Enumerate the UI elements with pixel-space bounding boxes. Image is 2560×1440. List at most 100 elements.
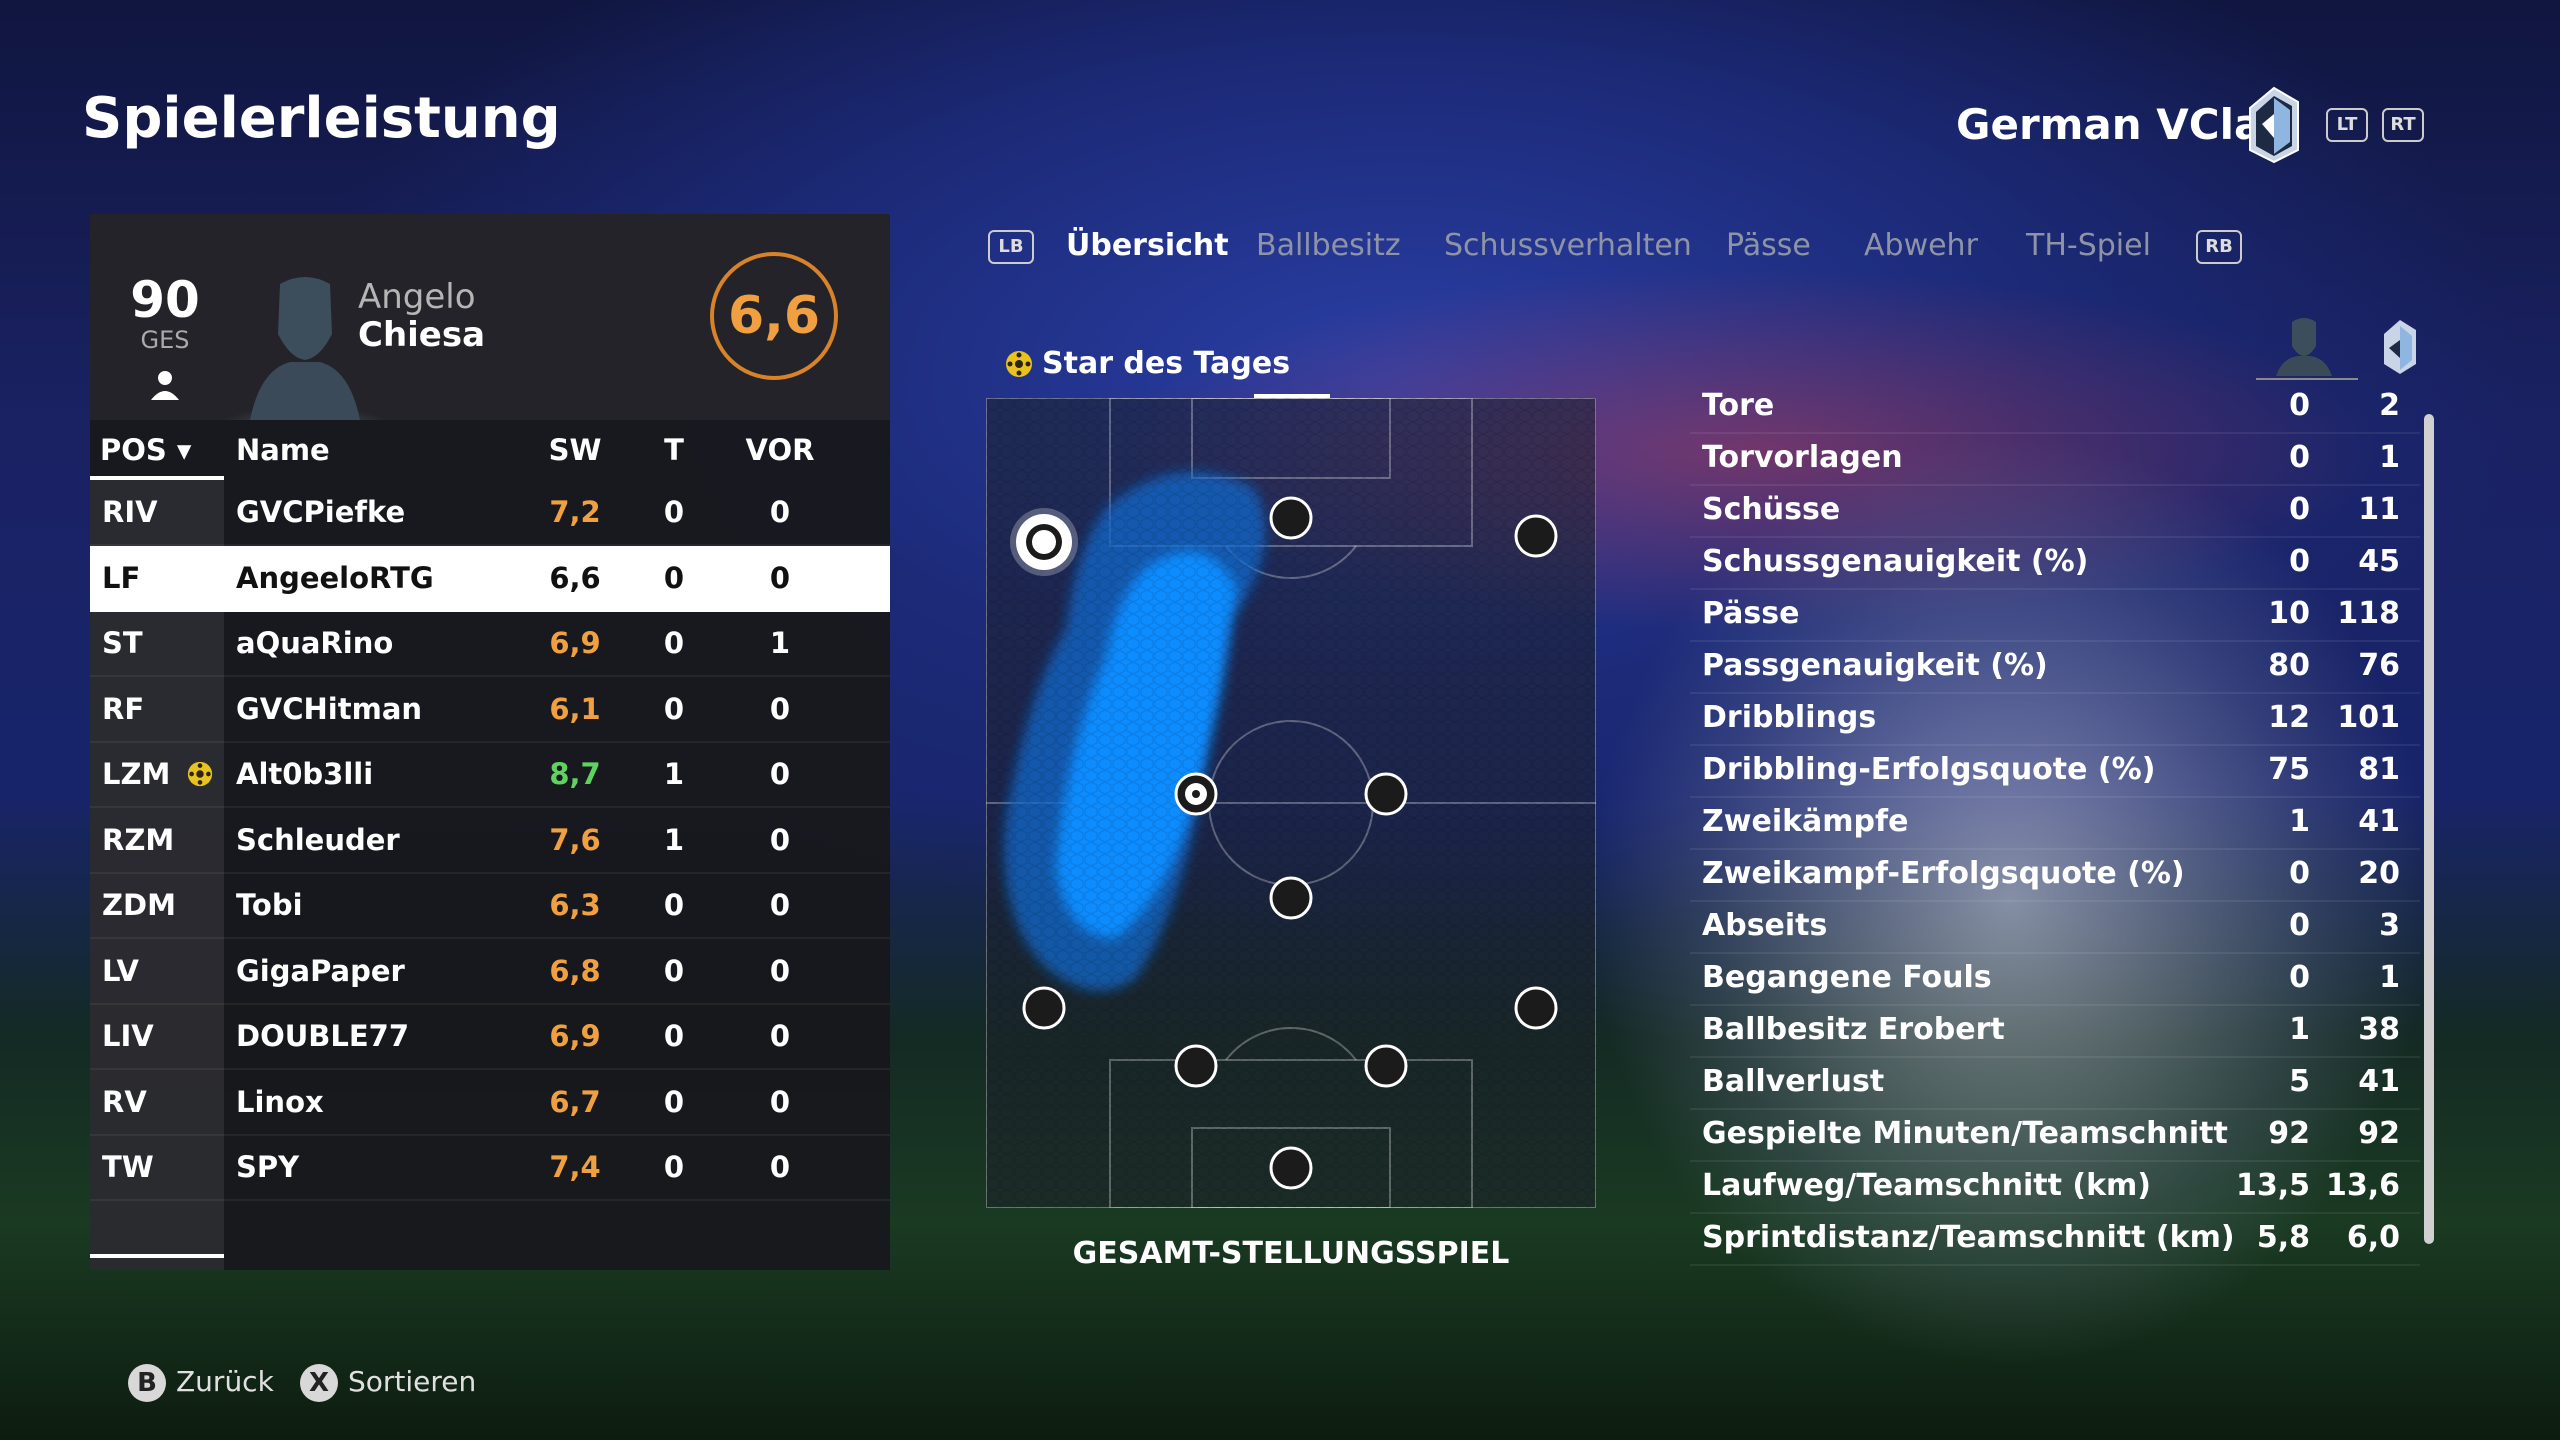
stat-team-value: 1 bbox=[2379, 440, 2400, 475]
row-goals: 0 bbox=[663, 888, 685, 922]
col-header-vor[interactable]: VOR bbox=[745, 433, 815, 467]
selected-player-marker bbox=[1010, 508, 1078, 576]
table-row[interactable]: LV GigaPaper 6,8 0 0 bbox=[90, 939, 890, 1005]
overall-label: GES bbox=[140, 326, 190, 354]
lt-button[interactable]: LT bbox=[2326, 108, 2368, 142]
row-position: LIV bbox=[102, 1019, 154, 1053]
row-name: Alt0b3lli bbox=[236, 757, 374, 791]
tab-schussverhalten[interactable]: Schussverhalten bbox=[1444, 228, 1692, 263]
row-name: Schleuder bbox=[236, 822, 400, 857]
row-goals: 0 bbox=[663, 560, 685, 595]
col-header-pos[interactable]: POS ▾ bbox=[100, 433, 192, 467]
position-column-bg bbox=[90, 480, 224, 1270]
row-name: aQuaRino bbox=[236, 626, 394, 660]
stat-player-value: 0 bbox=[2289, 388, 2310, 423]
row-goals: 0 bbox=[663, 626, 685, 660]
stat-row: Begangene Fouls 0 1 bbox=[1690, 952, 2420, 1006]
row-assists: 0 bbox=[769, 1084, 791, 1119]
tab-ballbesitz[interactable]: Ballbesitz bbox=[1256, 228, 1401, 263]
rb-button[interactable]: RB bbox=[2196, 230, 2242, 264]
stat-team-value: 2 bbox=[2379, 388, 2400, 423]
row-goals: 1 bbox=[663, 757, 685, 791]
stat-label: Zweikämpfe bbox=[1702, 804, 1909, 839]
pitch-top-marker bbox=[1254, 394, 1330, 398]
table-row[interactable]: LIV DOUBLE77 6,9 0 0 bbox=[90, 1004, 890, 1070]
row-goals: 0 bbox=[663, 1084, 685, 1119]
row-goals: 0 bbox=[663, 953, 685, 988]
table-row[interactable]: ZDM Tobi 6,3 0 0 bbox=[90, 873, 890, 939]
row-name: GVCPiefke bbox=[236, 495, 406, 529]
stat-team-value: 38 bbox=[2358, 1012, 2400, 1047]
rt-button[interactable]: RT bbox=[2382, 108, 2424, 142]
col-header-t[interactable]: T bbox=[664, 433, 684, 467]
stat-label: Sprintdistanz/Teamschnitt (km) bbox=[1702, 1220, 2235, 1255]
col-header-name[interactable]: Name bbox=[236, 433, 330, 467]
row-rating: 7,2 bbox=[549, 495, 601, 529]
sort-action[interactable]: X Sortieren bbox=[300, 1364, 476, 1402]
stat-row: Abseits 0 3 bbox=[1690, 900, 2420, 954]
row-rating: 8,7 bbox=[549, 757, 601, 791]
lb-button[interactable]: LB bbox=[988, 230, 1034, 264]
table-row[interactable]: ST aQuaRino 6,9 0 1 bbox=[90, 611, 890, 677]
stat-label: Schüsse bbox=[1702, 492, 1841, 527]
stat-label: Laufweg/Teamschnitt (km) bbox=[1702, 1168, 2151, 1203]
row-position: RZM bbox=[102, 822, 175, 857]
row-rating: 6,6 bbox=[549, 560, 601, 595]
overall-value: 90 bbox=[130, 271, 200, 329]
table-row[interactable]: RZM Schleuder 7,6 1 0 bbox=[90, 808, 890, 874]
player-first-name: Angelo bbox=[358, 277, 476, 317]
table-row[interactable]: RIV GVCPiefke 7,2 0 0 bbox=[90, 480, 890, 546]
row-position: TW bbox=[102, 1150, 154, 1184]
row-rating: 7,6 bbox=[549, 822, 601, 857]
row-rating: 6,9 bbox=[549, 626, 601, 660]
row-position: RV bbox=[102, 1084, 147, 1119]
stat-row: Torvorlagen 0 1 bbox=[1690, 432, 2420, 486]
col-header-sw[interactable]: SW bbox=[548, 433, 602, 467]
table-row[interactable]: RF GVCHitman 6,1 0 0 bbox=[90, 677, 890, 743]
stat-team-value: 11 bbox=[2358, 492, 2400, 527]
table-row[interactable]: RV Linox 6,7 0 0 bbox=[90, 1070, 890, 1136]
stat-player-value: 0 bbox=[2289, 856, 2310, 891]
tab-paesse[interactable]: Pässe bbox=[1726, 228, 1811, 263]
stat-label: Dribblings bbox=[1702, 700, 1877, 735]
row-assists: 0 bbox=[769, 888, 791, 922]
tab-th-spiel[interactable]: TH-Spiel bbox=[2026, 228, 2151, 263]
player-name: Angelo Chiesa bbox=[358, 278, 485, 354]
player-silhouette-icon bbox=[220, 277, 390, 420]
tab-uebersicht[interactable]: Übersicht bbox=[1066, 228, 1229, 263]
heatmap-pitch bbox=[986, 398, 1596, 1208]
tab-abwehr[interactable]: Abwehr bbox=[1864, 228, 1978, 263]
row-rating: 6,3 bbox=[549, 888, 601, 922]
row-position: RIV bbox=[102, 495, 158, 529]
stat-row: Passgenauigkeit (%) 80 76 bbox=[1690, 640, 2420, 694]
player-last-name: Chiesa bbox=[358, 315, 486, 355]
ball-marker bbox=[1174, 772, 1218, 816]
stat-team-value: 20 bbox=[2358, 856, 2400, 891]
star-of-the-day-label: Star des Tages bbox=[1042, 346, 1291, 381]
stat-player-value: 5,8 bbox=[2256, 1220, 2310, 1255]
page-title: Spielerleistung bbox=[82, 86, 561, 151]
stat-row: Zweikampf-Erfolgsquote (%) 0 20 bbox=[1690, 848, 2420, 902]
back-label: Zurück bbox=[176, 1365, 274, 1398]
table-row[interactable]: LZM Alt0b3lli 8,7 1 0 bbox=[90, 742, 890, 808]
table-end-line bbox=[90, 1254, 224, 1258]
row-position: RF bbox=[102, 691, 145, 726]
stat-player-value: 0 bbox=[2289, 960, 2310, 995]
row-position: ST bbox=[102, 626, 143, 660]
row-assists: 0 bbox=[769, 757, 791, 791]
stats-scrollbar[interactable] bbox=[2424, 414, 2434, 1244]
table-row[interactable]: LF AngeeloRTG 6,6 0 0 bbox=[90, 545, 890, 612]
star-of-the-day-icon bbox=[187, 761, 213, 787]
stat-label: Gespielte Minuten/Teamschnitt bbox=[1702, 1116, 2228, 1151]
stat-row: Gespielte Minuten/Teamschnitt 92 92 bbox=[1690, 1108, 2420, 1162]
stat-player-value: 0 bbox=[2289, 908, 2310, 943]
table-row[interactable]: TW SPY 7,4 0 0 bbox=[90, 1135, 890, 1201]
back-action[interactable]: B Zurück bbox=[128, 1364, 274, 1402]
stat-player-value: 12 bbox=[2268, 700, 2310, 735]
stat-row: Dribbling-Erfolgsquote (%) 75 81 bbox=[1690, 744, 2420, 798]
row-assists: 0 bbox=[769, 1150, 791, 1184]
stat-player-value: 75 bbox=[2268, 752, 2310, 787]
player-header: 90 GES Angelo Chiesa 6,6 bbox=[90, 214, 890, 420]
teammate-markers bbox=[1022, 496, 1558, 1190]
star-of-the-day: Star des Tages bbox=[1004, 346, 1290, 381]
